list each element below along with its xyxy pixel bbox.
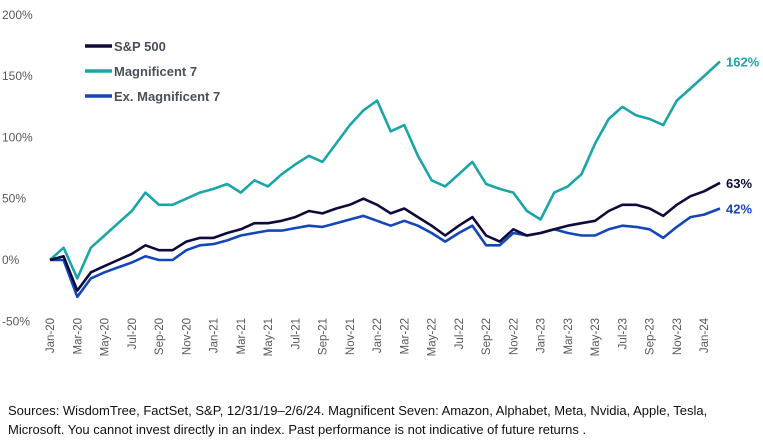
legend-item: S&P 500 xyxy=(85,39,166,54)
line-chart: -50% 0% 50% 100% 150% 200% Jan-20 Mar-20 May-20 J… xyxy=(2,8,760,357)
source-footnote: Sources: WisdomTree, FactSet, S&P, 12/31… xyxy=(8,403,708,437)
x-tick-label: Jul-23 xyxy=(617,318,629,349)
y-tick-label: 0% xyxy=(2,253,20,267)
x-tick-label: Sep-20 xyxy=(154,318,166,355)
end-value-label: 162% xyxy=(726,54,760,69)
series-line-magnificent-7 xyxy=(49,60,721,280)
x-tick-label: Nov-22 xyxy=(508,318,520,355)
x-tick-label: Jul-21 xyxy=(290,318,302,349)
y-tick-label: 50% xyxy=(2,192,26,206)
series-line-ex-magnificent-7 xyxy=(50,207,721,299)
legend-item: Magnificent 7 xyxy=(85,64,197,79)
x-tick-label: Sep-21 xyxy=(318,318,330,355)
x-tick-label: Sep-23 xyxy=(645,318,657,355)
x-tick-label: Mar-21 xyxy=(236,318,248,354)
x-tick-label: May-22 xyxy=(427,318,439,356)
x-tick-label: Sep-22 xyxy=(481,318,493,355)
x-tick-label: Jan-24 xyxy=(699,317,711,353)
x-tick-label: Mar-22 xyxy=(399,318,411,354)
x-tick-label: Jan-20 xyxy=(45,318,57,353)
series-line-s-p-500 xyxy=(49,181,721,292)
x-tick-label: May-23 xyxy=(590,318,602,356)
legend-label: S&P 500 xyxy=(114,39,166,54)
legend-item: Ex. Magnificent 7 xyxy=(85,89,220,104)
y-tick-label: 100% xyxy=(2,130,33,144)
y-tick-label: -50% xyxy=(2,314,30,328)
x-tick-label: Jan-23 xyxy=(536,318,548,353)
x-tick-label: Jan-22 xyxy=(372,318,384,353)
y-tick-label: 150% xyxy=(2,69,33,83)
x-tick-label: Nov-23 xyxy=(672,318,684,355)
y-tick-label: 200% xyxy=(2,8,33,22)
x-tick-label: May-20 xyxy=(100,318,112,356)
legend-label: Ex. Magnificent 7 xyxy=(114,89,220,104)
end-value-label: 63% xyxy=(726,176,752,191)
x-tick-label: May-21 xyxy=(263,318,275,356)
x-tick-label: Mar-23 xyxy=(563,318,575,354)
x-tick-label: Jul-20 xyxy=(127,318,139,349)
x-tick-label: Nov-21 xyxy=(345,318,357,355)
end-value-label: 42% xyxy=(726,202,752,217)
x-tick-label: Jan-21 xyxy=(209,318,221,353)
x-tick-label: Nov-20 xyxy=(181,318,193,355)
x-tick-label: Mar-20 xyxy=(72,318,84,354)
legend-label: Magnificent 7 xyxy=(114,64,197,79)
x-tick-label: Jul-22 xyxy=(454,318,466,349)
